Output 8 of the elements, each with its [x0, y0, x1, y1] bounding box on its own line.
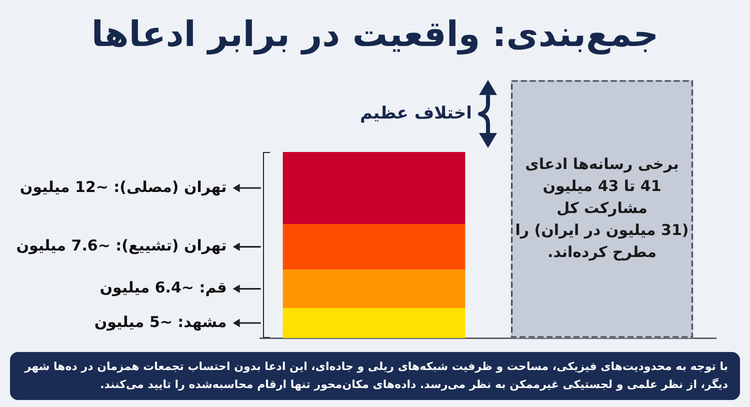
- data-label: برخی رسانه‌ها ادعای 41 تا 43 میلیون مشارکت کل (31 میلیون در ایران) را مطرح کرده‌اند.: [515, 154, 689, 261]
- chart-title: جمع‌بندی: واقعیت در برابر ادعاها: [90, 14, 660, 57]
- annotation: اختلاف عظیم: [360, 103, 472, 124]
- text: مشهد: ~5 میلیون: [94, 312, 227, 331]
- text: تهران (تشییع): ~7.6 میلیون: [16, 236, 227, 255]
- text: قم: ~6.4 میلیون: [100, 278, 227, 297]
- text: تهران (مصلی): ~12 میلیون: [20, 178, 227, 196]
- text: با توجه به محدودیت‌های فیزیکی، مساحت و ظرفیت شبکه‌های ریلی و جاده‌ای، این ادعا بدون احتساب تجمعات همزمان در ده‌ها شهر دیگر، از نظر علمی و لجستیکی غیرممکن به نظر می‌رسد. داده‌های مکان‌محور تنها ارقام محاسبه‌شده را تایید می‌کنند.: [10, 352, 740, 400]
